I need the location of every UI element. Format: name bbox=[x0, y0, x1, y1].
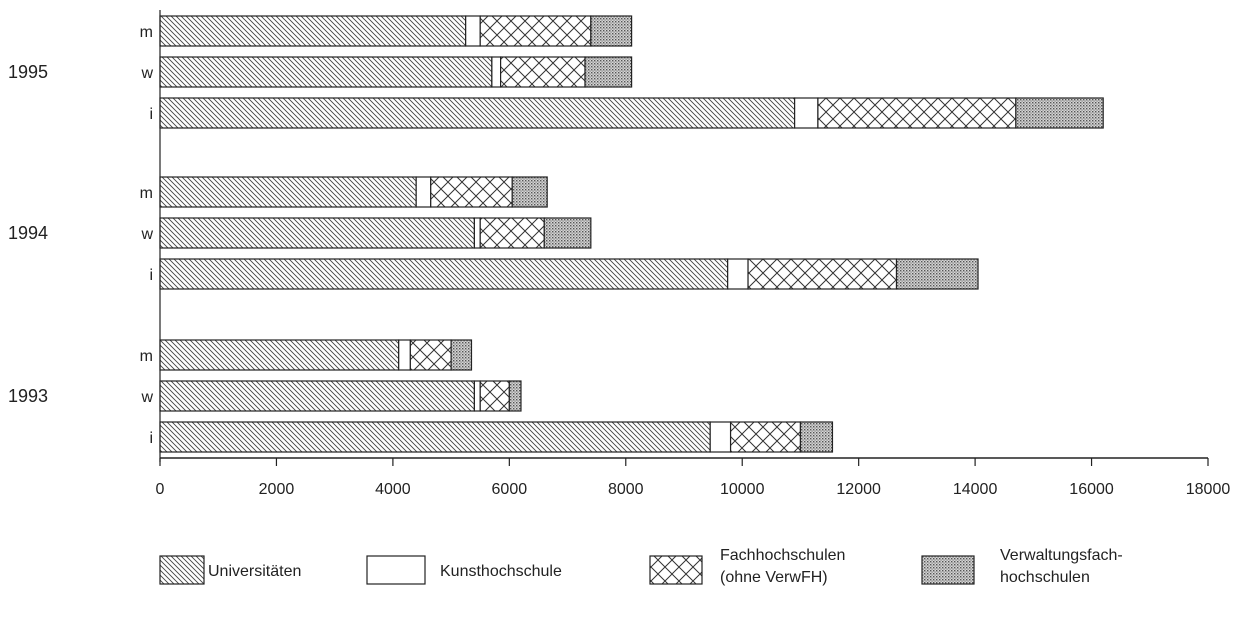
bar-segment-1993-i-3 bbox=[729, 421, 802, 453]
bar-label-1994-i: i bbox=[149, 267, 153, 284]
bar-segment-1993-m-4 bbox=[450, 339, 473, 371]
bar-label-1995-i: i bbox=[149, 106, 153, 123]
legend-label-3-line-1: Fachhochschulen bbox=[720, 547, 845, 564]
legend-swatch-1 bbox=[159, 555, 205, 585]
x-tick-label-14000: 14000 bbox=[953, 481, 998, 498]
x-tick-label-12000: 12000 bbox=[836, 481, 881, 498]
bar-label-1994-w: w bbox=[140, 226, 153, 243]
x-tick-label-2000: 2000 bbox=[259, 481, 295, 498]
legend-label-4-line-1: Verwaltungsfach- bbox=[1000, 547, 1123, 564]
legend-swatch-3 bbox=[649, 555, 703, 585]
group-label-1994: 1994 bbox=[8, 223, 48, 243]
bar-label-1994-m: m bbox=[140, 185, 153, 202]
bar-label-1995-w: w bbox=[140, 65, 153, 82]
legend: Universitäten Kunsthochschule Fachhochschu… bbox=[159, 547, 1123, 586]
bar-segment-1994-m-4 bbox=[511, 176, 548, 208]
group-label-1995: 1995 bbox=[8, 62, 48, 82]
x-tick-label-6000: 6000 bbox=[492, 481, 528, 498]
legend-label-1: Universitäten bbox=[208, 563, 301, 580]
bar-segment-1993-i-1 bbox=[159, 421, 711, 453]
bar-segment-1994-m-3 bbox=[430, 176, 513, 208]
bar-segment-1993-i-4 bbox=[799, 421, 834, 453]
bar-segment-1993-w-4 bbox=[508, 380, 522, 412]
bar-segment-1995-w-4 bbox=[584, 56, 633, 88]
bar-segment-1994-m-2 bbox=[415, 176, 432, 208]
x-tick-label-18000: 18000 bbox=[1186, 481, 1231, 498]
bar-segment-1993-m-3 bbox=[409, 339, 452, 371]
bar-label-1995-m: m bbox=[140, 24, 153, 41]
bar-segment-1993-i-2 bbox=[709, 421, 732, 453]
bar-segment-1995-i-4 bbox=[1015, 97, 1104, 129]
x-tick-label-0: 0 bbox=[156, 481, 165, 498]
bar-segment-1993-m-1 bbox=[159, 339, 400, 371]
bars-layer bbox=[159, 15, 1104, 453]
bar-label-1993-i: i bbox=[149, 430, 153, 447]
bar-segment-1995-i-1 bbox=[159, 97, 796, 129]
legend-swatch-2 bbox=[366, 555, 426, 585]
bar-segment-1994-w-1 bbox=[159, 217, 475, 249]
x-axis: 0 2000 4000 6000 8000 10000 12000 14000 16000 180… bbox=[156, 10, 1231, 498]
bar-segment-1995-m-3 bbox=[479, 15, 592, 47]
bar-segment-1995-m-4 bbox=[590, 15, 633, 47]
legend-label-3-line-2: (ohne VerwFH) bbox=[720, 569, 828, 586]
bar-segment-1993-w-1 bbox=[159, 380, 475, 412]
bar-segment-1995-i-2 bbox=[794, 97, 819, 129]
bar-segment-1994-i-2 bbox=[727, 258, 749, 290]
bar-label-1993-m: m bbox=[140, 348, 153, 365]
bar-segment-1995-m-1 bbox=[159, 15, 467, 47]
bar-segment-1995-w-1 bbox=[159, 56, 493, 88]
x-tick-label-16000: 16000 bbox=[1069, 481, 1114, 498]
bar-segment-1995-i-3 bbox=[817, 97, 1017, 129]
bar-segment-1993-w-3 bbox=[479, 380, 510, 412]
legend-label-4-line-2: hochschulen bbox=[1000, 569, 1090, 586]
bar-segment-1994-i-3 bbox=[747, 258, 898, 290]
x-tick-label-8000: 8000 bbox=[608, 481, 644, 498]
bar-segment-1995-w-3 bbox=[500, 56, 586, 88]
bar-segment-1994-w-4 bbox=[543, 217, 592, 249]
bar-segment-1994-i-1 bbox=[159, 258, 729, 290]
bar-segment-1995-m-2 bbox=[465, 15, 481, 47]
bar-segment-1994-i-4 bbox=[895, 258, 979, 290]
bar-label-1993-w: w bbox=[140, 389, 153, 406]
x-tick-label-10000: 10000 bbox=[720, 481, 765, 498]
bar-segment-1994-w-3 bbox=[479, 217, 545, 249]
legend-swatch-4 bbox=[921, 555, 975, 585]
category-labels: m w i 1995 m w i 1994 m w i 1993 bbox=[8, 24, 153, 447]
bar-segment-1993-w-2 bbox=[473, 380, 481, 412]
group-label-1993: 1993 bbox=[8, 386, 48, 406]
legend-label-2: Kunsthochschule bbox=[440, 563, 562, 580]
bar-segment-1993-m-2 bbox=[398, 339, 411, 371]
bar-segment-1995-w-2 bbox=[491, 56, 502, 88]
bar-segment-1994-w-2 bbox=[473, 217, 481, 249]
bar-segment-1994-m-1 bbox=[159, 176, 417, 208]
x-tick-label-4000: 4000 bbox=[375, 481, 411, 498]
